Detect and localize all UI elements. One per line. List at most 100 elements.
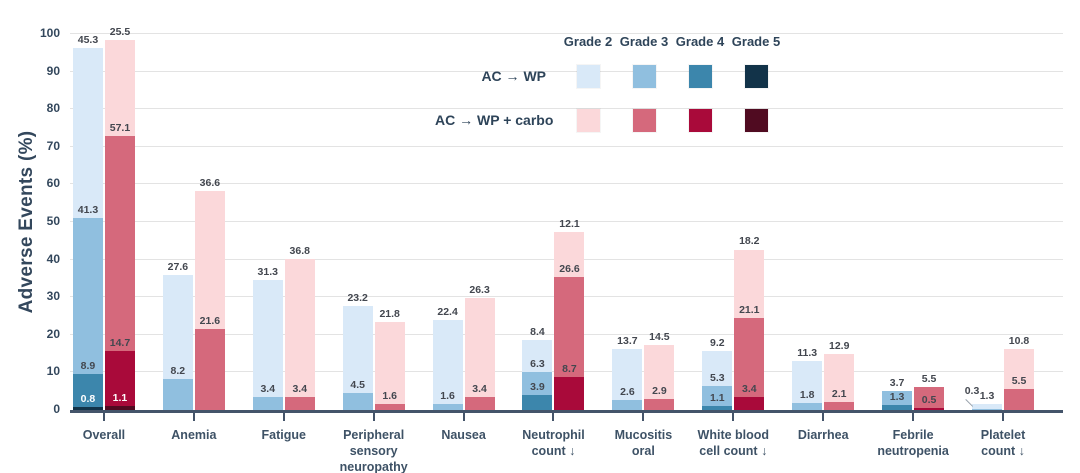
value-label: 13.7: [617, 334, 638, 347]
bar-pair: 2.6 13.7 2.9 14.5: [612, 331, 675, 410]
y-tick-label: 40: [46, 251, 60, 266]
y-tick-label: 10: [46, 364, 60, 379]
category-label: Neutrophil count ↓: [522, 428, 585, 458]
value-label: 3.4: [260, 383, 276, 396]
value-label: 0.8: [80, 393, 96, 405]
stacked-bar-wp_carbo: 0.5 5.5: [914, 374, 945, 410]
x-axis-tick: [912, 413, 915, 421]
segment-grade-4: [734, 397, 765, 410]
value-label: 3.9: [530, 381, 545, 394]
stacked-bar-wp_carbo: 8.7 26.6 12.1: [554, 218, 585, 410]
value-label: 22.4: [437, 305, 458, 318]
value-label: 1.6: [382, 389, 397, 402]
bar-pair: 1.3 3.7 0.5 5.5: [882, 374, 945, 410]
segment-grade-2: [342, 305, 373, 394]
stacked-bar-wp: 4.5 23.2: [342, 292, 373, 410]
legend-swatch-cell: [672, 64, 728, 88]
segment-grade-4: [522, 395, 553, 410]
segment-grade-4: [702, 405, 733, 410]
segment-grade-3: [792, 403, 823, 410]
legend-grade-header: Grade 3: [619, 33, 669, 49]
value-label: 26.6: [559, 263, 580, 276]
segment-grade-3: [824, 402, 855, 410]
segment-grade-3: [104, 135, 135, 351]
segment-grade-2: [824, 353, 855, 403]
stacked-bar-wp: 3.4 31.3: [252, 266, 283, 410]
segment-grade-3: [252, 397, 283, 410]
x-axis-line: [70, 410, 1063, 413]
stacked-bar-wp: 8.2 27.6: [162, 262, 193, 410]
legend-arm-label-wp: AC → WP: [481, 68, 546, 84]
value-label: 1.8: [799, 389, 815, 402]
value-label: 18.2: [739, 235, 760, 248]
plot-area: 0.8 8.9 41.3 45.3 1.1 14.7 57.1 25.5 Overall 8.2 2…: [70, 0, 1063, 473]
segment-grade-3: [702, 386, 733, 406]
x-axis-tick: [282, 413, 285, 421]
segment-grade-3: [554, 277, 585, 378]
legend-grade-header: Grade 5: [731, 33, 781, 49]
value-label: 9.2: [709, 337, 725, 350]
category-label: Overall: [82, 428, 126, 442]
value-label: 2.6: [620, 386, 635, 399]
x-axis-tick: [642, 413, 645, 421]
value-label: 23.2: [347, 291, 368, 304]
value-label: 26.3: [469, 284, 490, 297]
legend-swatch-wp_carbo-grade-3: [632, 108, 656, 132]
bar-pair: 0.3 1.3 5.5 10.8: [965, 335, 1035, 410]
category-label: Mucositis oral: [614, 428, 673, 458]
value-label: 10.8: [1008, 334, 1030, 347]
segment-grade-2: [464, 298, 495, 398]
segment-grade-3: [522, 371, 553, 396]
value-label: 5.5: [1011, 375, 1027, 388]
stacked-bar-wp_carbo: 1.1 14.7 57.1 25.5: [104, 27, 135, 410]
legend-swatch-wp-grade-2: [576, 64, 600, 88]
segment-grade-3: [914, 387, 945, 409]
category-group: 1.1 5.3 9.2 3.4 21.1 18.2 White blood cell cou…: [688, 34, 778, 458]
value-label: 5.3: [709, 371, 725, 384]
segment-grade-2: [162, 275, 193, 380]
category-group: 8.2 27.6 21.6 36.6 Anemia: [149, 34, 239, 442]
legend-swatch-cell: [728, 64, 784, 88]
value-label: 12.1: [559, 217, 580, 230]
value-label: 1.3: [889, 391, 905, 404]
x-axis-tick: [732, 413, 735, 421]
legend-arm-label-wp_carbo: AC → WP + carbo: [435, 112, 554, 128]
value-label: 3.4: [292, 383, 308, 396]
segment-grade-3: [464, 397, 495, 410]
gridline: [70, 70, 1063, 72]
bar-pair: 3.9 6.3 8.4 8.7 26.6 12.1: [522, 218, 585, 410]
y-tick-label: 70: [46, 138, 60, 153]
value-label: 21.6: [199, 314, 221, 327]
value-label: 12.9: [828, 339, 850, 352]
bar-pair: 1.8 11.3 2.1 12.9: [792, 340, 855, 410]
gridline: [70, 108, 1063, 110]
bar-pair: 1.6 22.4 3.4 26.3: [432, 285, 495, 410]
legend-swatch-wp_carbo-grade-2: [576, 108, 600, 132]
value-label: 3.4: [741, 383, 757, 396]
value-label: 6.3: [530, 357, 545, 370]
segment-grade-5: [72, 407, 103, 410]
value-label: 8.9: [80, 359, 96, 372]
legend-swatch-cell: [560, 64, 616, 88]
bar-pair: 3.4 31.3 3.4 36.8: [252, 245, 315, 410]
category-group: 1.6 22.4 3.4 26.3 Nausea: [419, 34, 509, 442]
callout-leader-line: [965, 398, 974, 407]
legend-swatch-cell: [672, 108, 728, 132]
y-tick-label: 80: [46, 101, 60, 116]
segment-grade-3: [734, 317, 765, 398]
x-axis-tick: [462, 413, 465, 421]
value-label: 11.3: [797, 346, 818, 359]
value-label: 27.6: [167, 261, 189, 274]
value-label: 1.3: [979, 389, 995, 402]
legend-swatch-cell: [616, 64, 672, 88]
segment-grade-4: [72, 373, 103, 407]
segment-grade-3: [342, 393, 373, 410]
segment-grade-2: [194, 191, 225, 329]
segment-grade-4: [882, 405, 913, 410]
value-label: 0.5: [921, 394, 937, 407]
stacked-bar-wp: 0.3 1.3: [965, 385, 1003, 410]
stacked-bar-wp_carbo: 5.5 10.8: [1004, 335, 1035, 410]
stacked-bar-wp: 2.6 13.7: [612, 335, 643, 410]
segment-grade-3: [612, 400, 643, 410]
